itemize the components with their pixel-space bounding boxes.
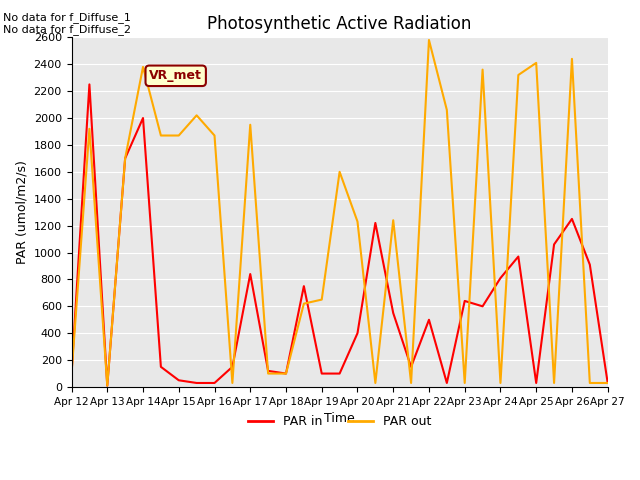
Text: No data for f_Diffuse_1
No data for f_Diffuse_2: No data for f_Diffuse_1 No data for f_Di…: [3, 12, 131, 36]
PAR in: [479, 303, 486, 309]
PAR in: [336, 371, 344, 376]
PAR out: [139, 64, 147, 70]
PAR out: [228, 380, 236, 386]
PAR in: [371, 220, 379, 226]
PAR in: [246, 271, 254, 277]
PAR out: [68, 371, 76, 376]
Line: PAR out: PAR out: [72, 40, 608, 385]
PAR in: [228, 364, 236, 370]
PAR in: [264, 368, 272, 374]
PAR out: [122, 156, 129, 161]
PAR in: [175, 377, 182, 383]
PAR out: [407, 380, 415, 386]
PAR out: [586, 380, 594, 386]
PAR out: [497, 380, 504, 386]
PAR in: [461, 298, 468, 304]
PAR out: [371, 380, 379, 386]
PAR out: [336, 169, 344, 175]
PAR in: [586, 262, 594, 267]
PAR in: [211, 380, 218, 386]
PAR out: [104, 383, 111, 388]
PAR in: [104, 383, 111, 388]
PAR in: [300, 283, 308, 289]
PAR in: [425, 317, 433, 323]
PAR out: [318, 297, 326, 302]
PAR out: [354, 219, 362, 225]
PAR out: [389, 217, 397, 223]
PAR in: [193, 380, 200, 386]
PAR out: [515, 72, 522, 78]
X-axis label: Time: Time: [324, 412, 355, 425]
Title: Photosynthetic Active Radiation: Photosynthetic Active Radiation: [207, 15, 472, 33]
PAR in: [407, 364, 415, 370]
PAR in: [443, 380, 451, 386]
PAR out: [193, 112, 200, 118]
PAR out: [532, 60, 540, 66]
PAR in: [550, 241, 558, 247]
PAR in: [568, 216, 576, 222]
PAR out: [175, 132, 182, 138]
PAR in: [515, 253, 522, 259]
Y-axis label: PAR (umol/m2/s): PAR (umol/m2/s): [15, 160, 28, 264]
PAR in: [282, 371, 290, 376]
PAR in: [318, 371, 326, 376]
PAR in: [389, 310, 397, 316]
PAR out: [604, 380, 612, 386]
PAR out: [157, 132, 164, 138]
PAR out: [300, 301, 308, 307]
PAR in: [139, 115, 147, 121]
PAR out: [282, 371, 290, 376]
PAR in: [604, 380, 612, 386]
PAR in: [68, 371, 76, 376]
PAR in: [122, 156, 129, 161]
PAR in: [86, 82, 93, 87]
PAR out: [425, 37, 433, 43]
PAR in: [354, 330, 362, 336]
PAR in: [532, 380, 540, 386]
PAR out: [443, 107, 451, 113]
Line: PAR in: PAR in: [72, 84, 608, 385]
PAR out: [246, 122, 254, 128]
PAR out: [211, 132, 218, 138]
PAR out: [461, 380, 468, 386]
PAR out: [568, 56, 576, 62]
PAR out: [264, 371, 272, 376]
PAR out: [550, 380, 558, 386]
PAR in: [497, 275, 504, 281]
Legend: PAR in, PAR out: PAR in, PAR out: [243, 410, 436, 433]
PAR out: [86, 126, 93, 132]
Text: VR_met: VR_met: [149, 69, 202, 82]
PAR in: [157, 364, 164, 370]
PAR out: [479, 67, 486, 72]
